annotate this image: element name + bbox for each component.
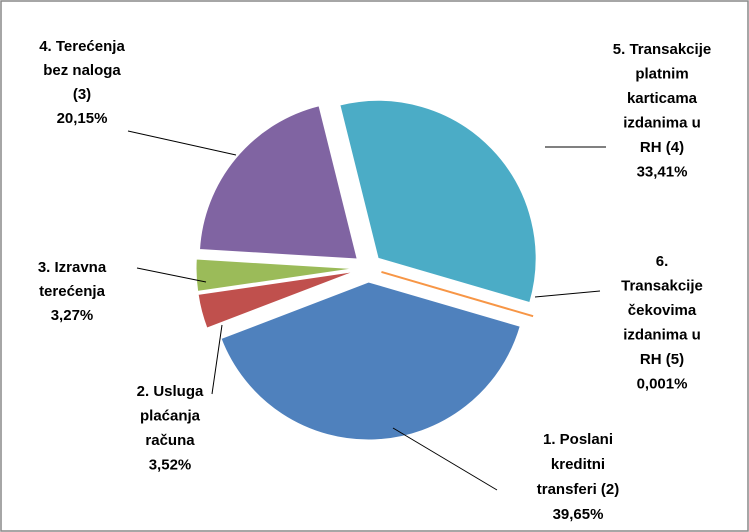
slice-label: izdanima u xyxy=(623,326,701,343)
slice-label: izdanima u xyxy=(623,114,701,131)
slice-label: RH (4) xyxy=(640,139,684,156)
value-label: 20,15% xyxy=(57,110,108,127)
value-label: 39,65% xyxy=(553,506,604,523)
slice-label: Transakcije xyxy=(621,277,703,294)
value-label: 33,41% xyxy=(637,163,688,180)
pie-slice xyxy=(220,281,521,441)
slice-label: karticama xyxy=(627,90,698,107)
slice-label: transferi (2) xyxy=(537,481,620,498)
leader-line xyxy=(534,290,601,298)
pie-slice xyxy=(198,105,358,260)
slice-label: 4. Terećenja xyxy=(39,38,125,55)
slice-label: računa xyxy=(145,432,195,449)
slice-label: plaćanja xyxy=(140,407,201,424)
slice-label: 2. Usluga xyxy=(137,383,204,400)
value-label: 3,27% xyxy=(51,307,94,324)
pie-slice xyxy=(195,258,355,292)
slice-label: kreditni xyxy=(551,456,605,473)
pie-slice xyxy=(197,271,355,329)
leader-line xyxy=(392,427,498,491)
pie-slice xyxy=(381,270,534,318)
slice-label: 3. Izravna xyxy=(38,259,107,276)
slice-label: bez naloga xyxy=(43,62,121,79)
leader-line xyxy=(211,324,223,395)
slice-label: 6. xyxy=(656,253,669,270)
value-label: 3,52% xyxy=(149,456,192,473)
slice-label: 1. Poslani xyxy=(543,431,613,448)
leader-line xyxy=(136,267,207,283)
pie-slice xyxy=(339,99,537,304)
value-label: 0,001% xyxy=(637,375,688,392)
slice-label: (3) xyxy=(73,86,91,103)
slice-label: RH (5) xyxy=(640,351,684,368)
leader-line xyxy=(127,130,237,156)
slice-label: platnim xyxy=(635,65,688,82)
slice-label: terećenja xyxy=(39,283,106,300)
slice-label: čekovima xyxy=(628,302,697,319)
slice-label: 5. Transakcije xyxy=(613,41,711,58)
